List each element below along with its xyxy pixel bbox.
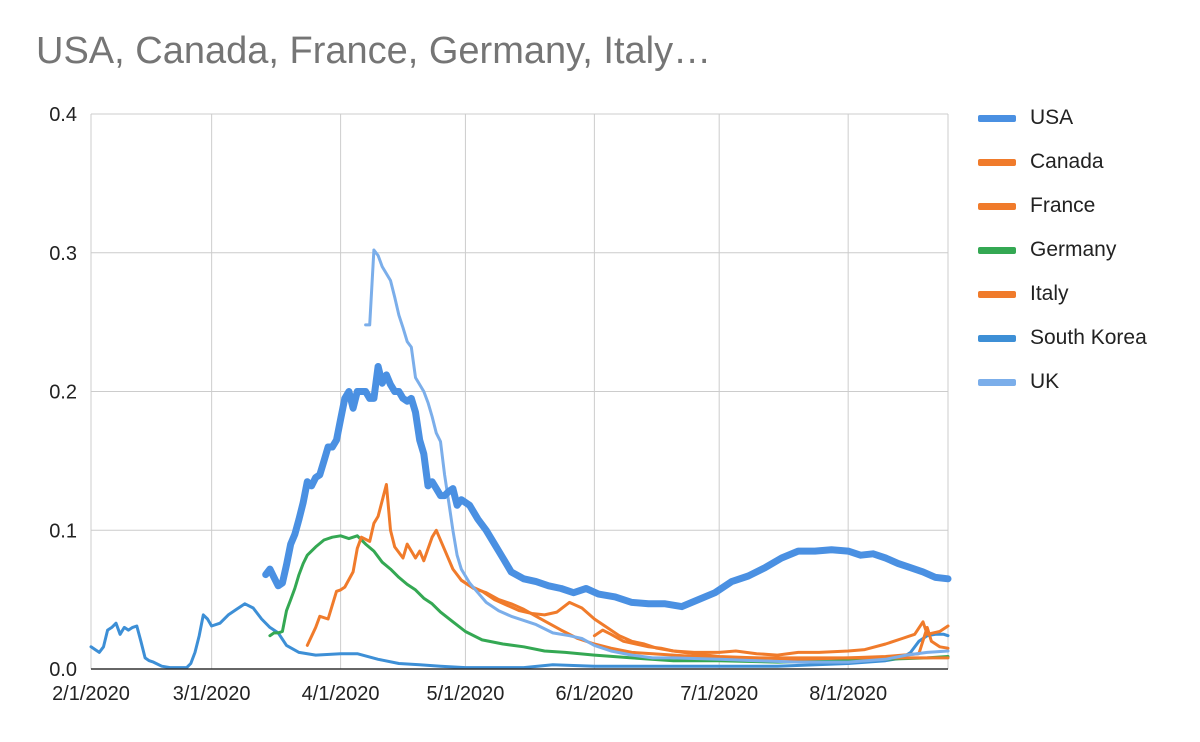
legend-label: Italy — [1030, 282, 1069, 305]
axes: 0.0 0.1 0.2 0.3 0.4 2/1/2020 3/1/2020 4/1/2020 5… — [49, 104, 948, 705]
chart-title: USA, Canada, France, Germany, Italy… — [36, 30, 712, 72]
y-tick-label: 0.3 — [49, 243, 77, 265]
series-lines — [89, 248, 952, 670]
series-line-uk — [364, 248, 950, 664]
y-tick-label: 0.1 — [49, 520, 77, 542]
x-tick-label: 7/1/2020 — [680, 683, 758, 705]
series-line-south-korea — [89, 602, 950, 670]
legend-item-france: France — [978, 184, 1147, 228]
series-line-usa — [262, 363, 952, 611]
legend-item-south-korea: South Korea — [978, 316, 1147, 360]
legend-swatch — [978, 246, 1016, 254]
legend-label: South Korea — [1030, 326, 1147, 349]
legend-swatch — [978, 378, 1016, 386]
x-tick-label: 3/1/2020 — [173, 683, 251, 705]
legend-item-usa: USA — [978, 96, 1147, 140]
line-chart: 0.0 0.1 0.2 0.3 0.4 2/1/2020 3/1/2020 4/1/2020 5… — [49, 104, 952, 705]
x-tick-label: 8/1/2020 — [809, 683, 887, 705]
y-tick-label: 0.0 — [49, 659, 77, 681]
legend-label: USA — [1030, 106, 1074, 129]
legend-swatch — [978, 290, 1016, 298]
x-tick-label: 5/1/2020 — [426, 683, 504, 705]
legend-item-italy: Italy — [978, 272, 1147, 316]
legend-label: Canada — [1030, 150, 1104, 173]
legend-item-canada: Canada — [978, 140, 1147, 184]
legend-item-germany: Germany — [978, 228, 1147, 272]
legend-swatch — [978, 114, 1016, 122]
legend-item-uk: UK — [978, 360, 1147, 404]
y-tick-label: 0.4 — [49, 104, 77, 126]
series-line-germany — [268, 534, 950, 664]
x-tick-label: 6/1/2020 — [555, 683, 633, 705]
series-line-france — [305, 483, 950, 657]
y-tick-label: 0.2 — [49, 382, 77, 404]
series-line-italy — [459, 578, 950, 660]
legend-swatch — [978, 158, 1016, 166]
x-tick-label: 2/1/2020 — [52, 683, 130, 705]
x-tick-label: 4/1/2020 — [302, 683, 380, 705]
legend-label: France — [1030, 194, 1096, 217]
legend-label: UK — [1030, 370, 1060, 393]
legend-label: Germany — [1030, 238, 1117, 261]
grid-lines — [90, 113, 949, 669]
legend-swatch — [978, 334, 1016, 342]
legend-swatch — [978, 202, 1016, 210]
legend: USA Canada France Germany Italy South Korea UK — [978, 96, 1147, 404]
